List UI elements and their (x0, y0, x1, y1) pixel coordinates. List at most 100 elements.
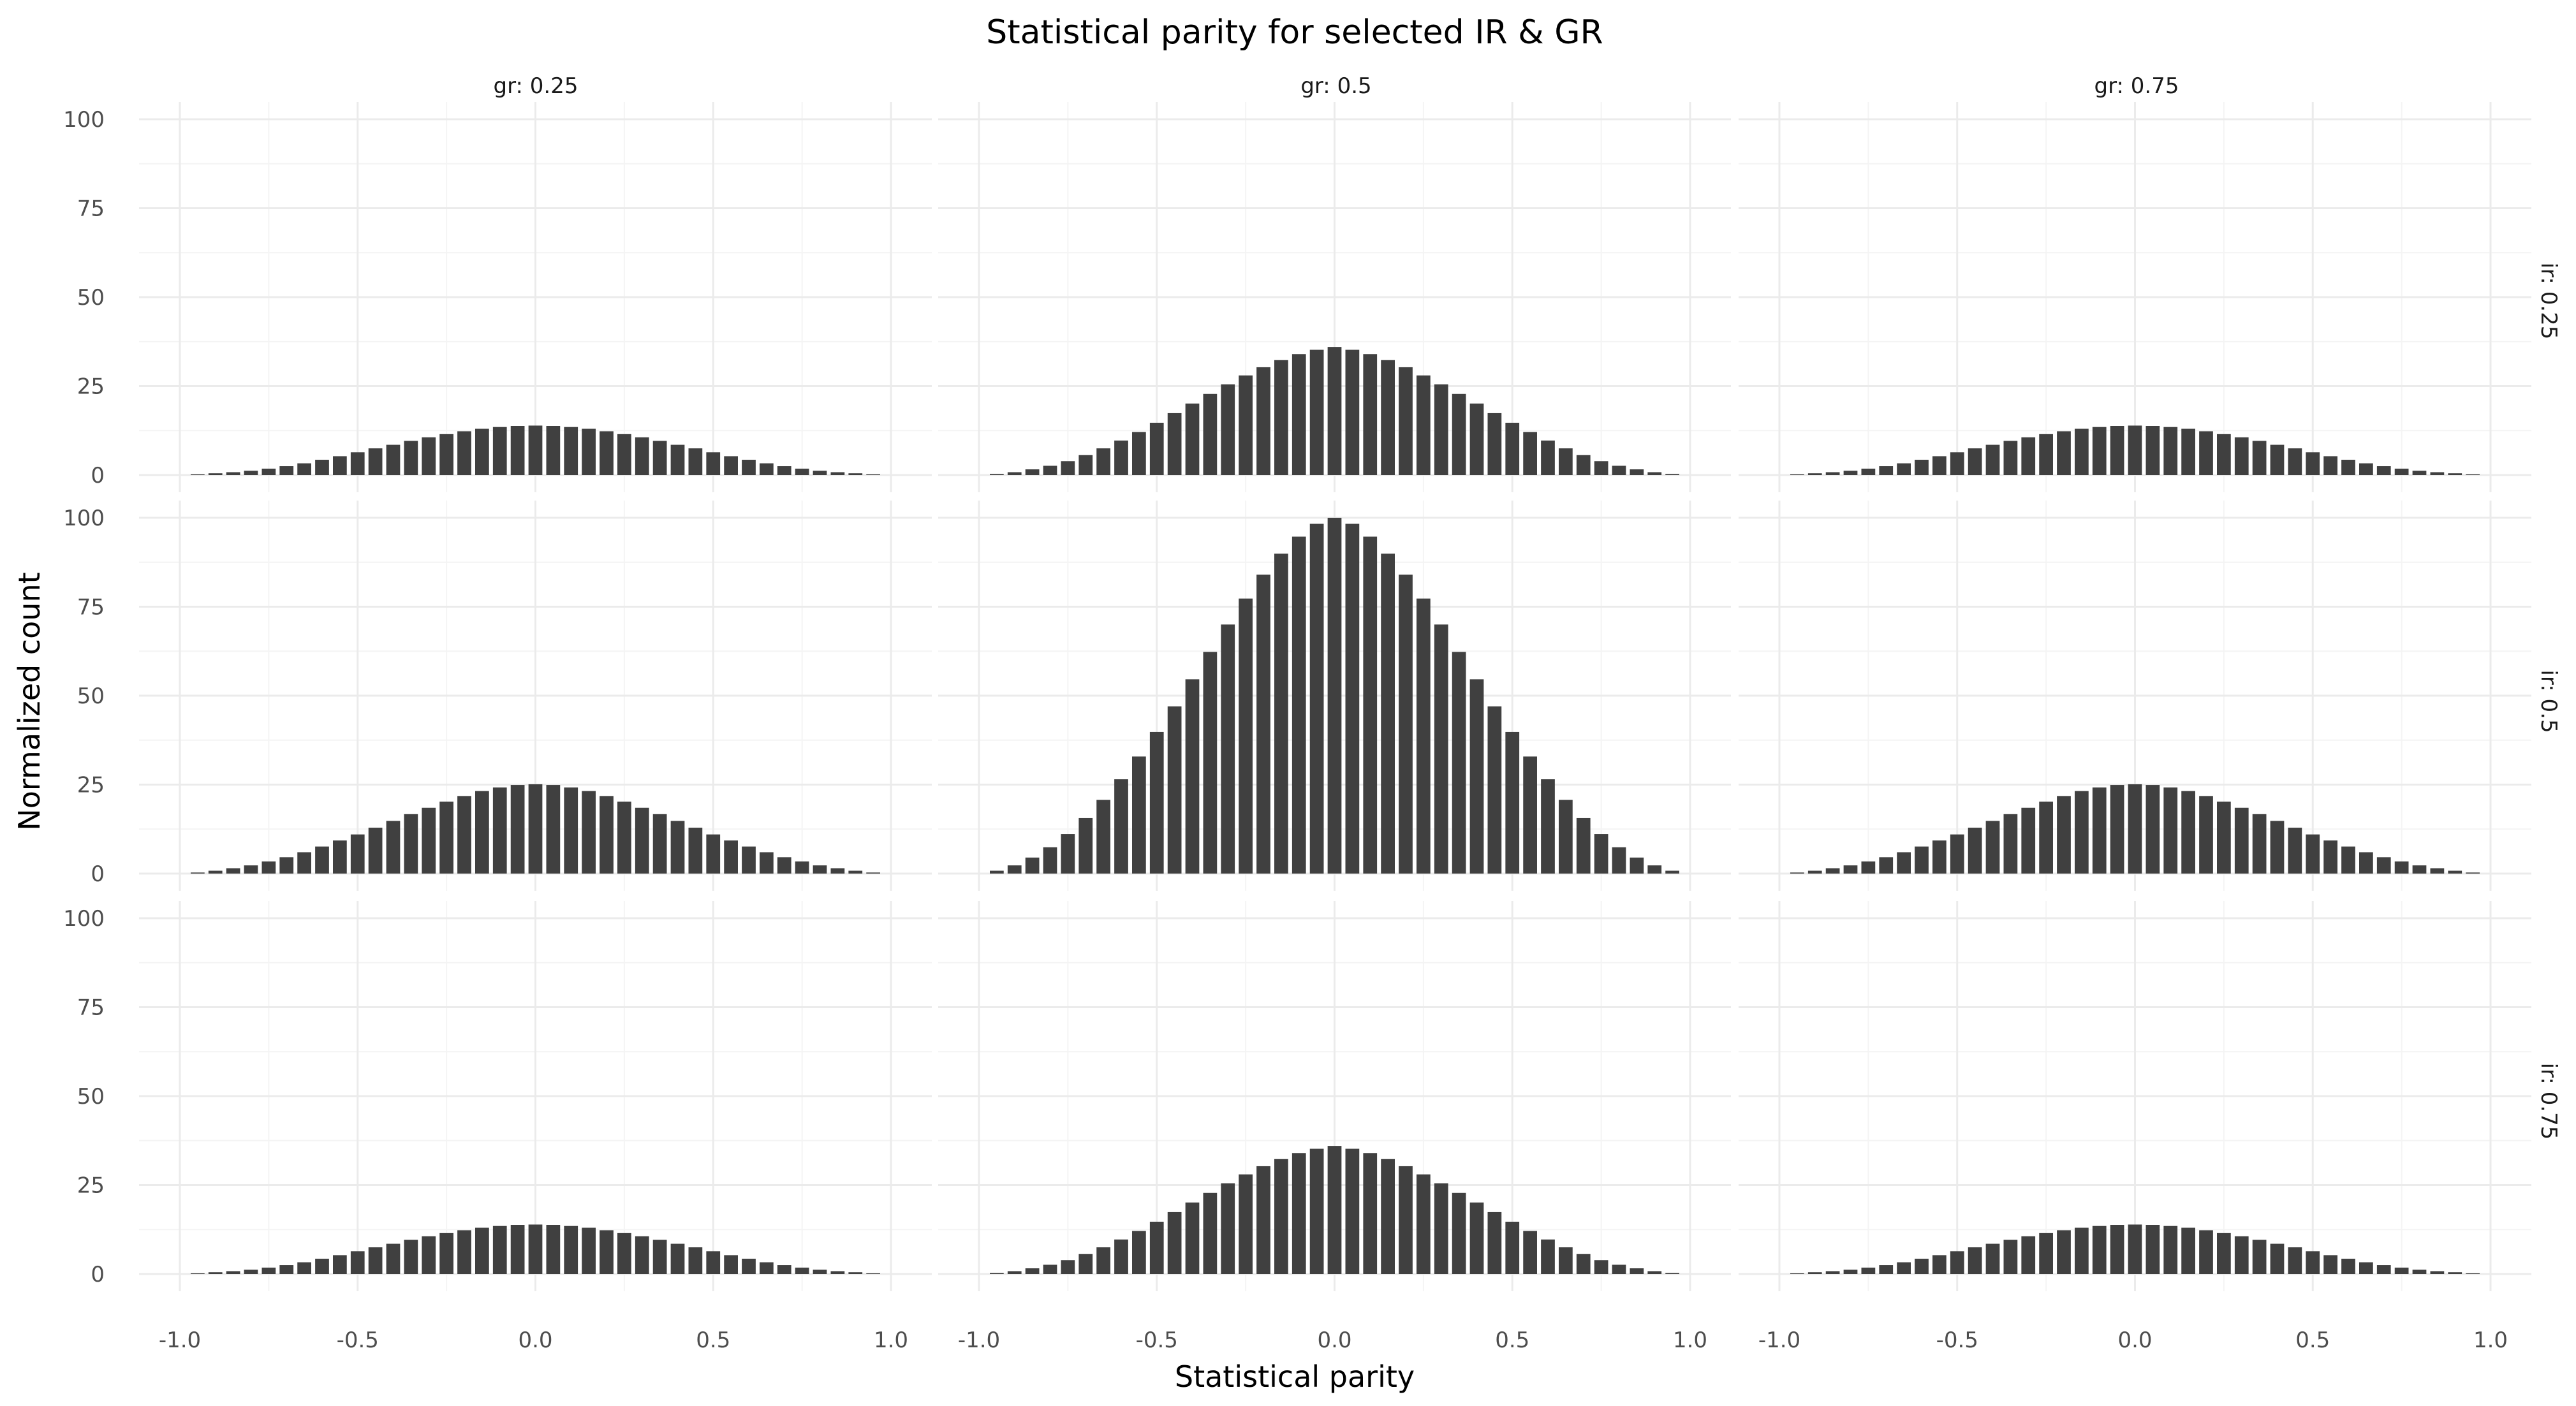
histogram-bar (2288, 828, 2302, 874)
histogram-bar (1309, 1148, 1324, 1274)
histogram-bar (2092, 1226, 2107, 1274)
histogram-bar (1541, 779, 1555, 874)
y-tick-label: 100 (63, 906, 105, 932)
histogram-bar (2163, 787, 2178, 874)
histogram-bar (706, 452, 721, 475)
histogram-bar (2412, 865, 2427, 874)
histogram-bar (2359, 852, 2373, 874)
facet-row-label-ir-0-75: ir: 0.75 (2536, 1063, 2561, 1140)
histogram-bar (2448, 473, 2462, 475)
histogram-bar (2075, 428, 2089, 475)
histogram-bar (795, 468, 809, 475)
histogram-bar (2075, 791, 2089, 874)
histogram-bar (350, 1251, 365, 1274)
histogram-bar (2430, 472, 2445, 475)
histogram-bar (1167, 706, 1182, 874)
histogram-bar (1559, 448, 1573, 475)
histogram-bar (1825, 1271, 1840, 1274)
histogram-bar (635, 1236, 649, 1274)
histogram-bar (2394, 861, 2409, 874)
histogram-bar (1843, 1270, 1858, 1274)
histogram-bar (2145, 426, 2160, 475)
histogram-bar (546, 426, 561, 475)
histogram-bar (1185, 403, 1200, 475)
histogram-bar (1132, 756, 1146, 874)
x-tick-label: 1.0 (874, 1328, 908, 1353)
histogram-bar (1825, 472, 1840, 475)
histogram-bar (1078, 455, 1093, 475)
histogram-bar (546, 1225, 561, 1274)
histogram-bar (1417, 375, 1431, 475)
histogram-bar (492, 427, 507, 475)
histogram-bar (244, 1270, 258, 1274)
histogram-bar (2057, 431, 2071, 475)
histogram-bar (1594, 461, 1608, 475)
histogram-bar (582, 1227, 596, 1274)
histogram-bar (2217, 434, 2231, 475)
histogram-bar (1061, 834, 1075, 874)
histogram-bar (2341, 1259, 2355, 1274)
facet-col-label-gr-0-75: gr: 0.75 (2094, 73, 2179, 99)
histogram-bar (1167, 1212, 1182, 1274)
histogram-bar (1417, 598, 1431, 874)
histogram-bar (1523, 1231, 1537, 1274)
histogram-bar (315, 846, 329, 874)
histogram-bar (422, 437, 436, 475)
y-tick-label: 75 (77, 196, 105, 222)
histogram-bar (866, 872, 880, 874)
histogram-bar (1381, 553, 1395, 874)
x-tick-label: 0.5 (2295, 1328, 2330, 1353)
histogram-bar (990, 1273, 1004, 1274)
histogram-bar (1807, 1272, 1822, 1274)
histogram-bar (1897, 1262, 1911, 1274)
histogram-bar (1327, 518, 1342, 874)
histogram-bar (1879, 857, 1894, 874)
histogram-bar (1434, 1183, 1448, 1274)
histogram-bar (1630, 469, 1644, 475)
y-tick-label: 25 (77, 773, 105, 798)
histogram-bar (1078, 1254, 1093, 1274)
histogram-bar (2306, 452, 2320, 475)
histogram-bar (742, 1259, 756, 1274)
histogram-bar (1665, 1273, 1679, 1274)
histogram-bar (1417, 1174, 1431, 1274)
histogram-bar (1292, 1153, 1306, 1274)
histogram-bar (2323, 456, 2337, 475)
histogram-bar (2021, 437, 2036, 475)
histogram-bar (1594, 1260, 1608, 1274)
histogram-bar (1043, 847, 1057, 874)
histogram-bar (688, 828, 703, 874)
histogram-bar (2306, 1251, 2320, 1274)
histogram-bar (1007, 865, 1022, 874)
x-tick-label: -0.5 (1136, 1328, 1178, 1353)
histogram-bar (1915, 1259, 1929, 1274)
panel-gr-0.75-ir-0.5 (1739, 501, 2531, 891)
histogram-bar (1221, 1183, 1235, 1274)
histogram-bar (528, 1224, 543, 1274)
histogram-bar (457, 1230, 471, 1274)
histogram-bar (528, 784, 543, 874)
histogram-bar (457, 431, 471, 475)
facet-row-label-ir-0-25: ir: 0.25 (2536, 263, 2561, 340)
histogram-bar (191, 1273, 205, 1274)
histogram-bar (439, 434, 453, 475)
histogram-bar (1469, 679, 1484, 874)
histogram-bar (670, 821, 685, 874)
histogram-bar (1309, 524, 1324, 874)
histogram-bar (2145, 1225, 2160, 1274)
histogram-bar (208, 870, 223, 874)
histogram-bar (1915, 846, 1929, 874)
histogram-bar (1807, 473, 1822, 475)
histogram-bar (2270, 821, 2285, 874)
histogram-bar (1452, 1192, 1466, 1274)
histogram-bar (208, 1272, 223, 1274)
panel-gr-0.25-ir-0.25 (139, 102, 932, 492)
histogram-bar (2199, 1230, 2213, 1274)
histogram-bar (1381, 360, 1395, 475)
histogram-bar (1061, 461, 1075, 475)
histogram-bar (475, 428, 489, 475)
histogram-bar (1790, 1273, 1804, 1274)
y-tick-label: 100 (63, 506, 105, 531)
x-tick-label: -1.0 (159, 1328, 201, 1353)
histogram-bar (2057, 796, 2071, 874)
